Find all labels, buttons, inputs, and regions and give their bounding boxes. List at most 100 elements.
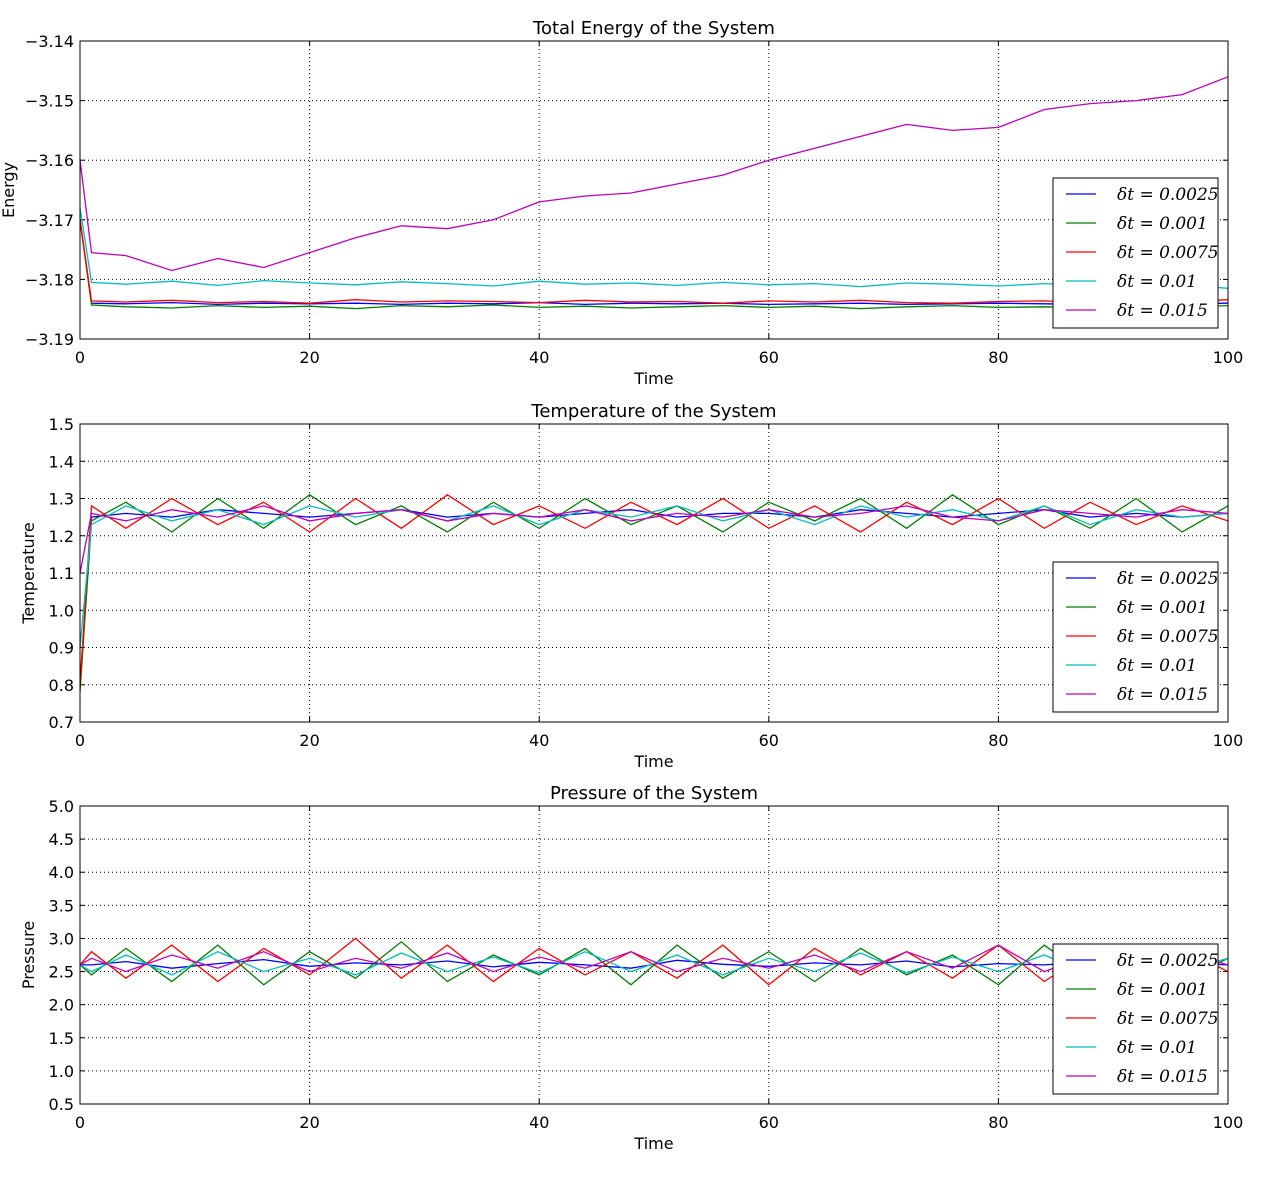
y-tick-label: 0.5 xyxy=(49,1095,74,1114)
y-tick-label: 1.4 xyxy=(49,452,74,471)
subplot-3: 0 20 40 60 80 100 0.5 1.0 1.5 2.0 2.5 3.0 3.5 4.0 4.5 5… xyxy=(19,783,1243,1153)
legend-label: δt = 0.01 xyxy=(1117,272,1197,292)
y-tick-label: 4.5 xyxy=(49,830,74,849)
legend-label: δt = 0.001 xyxy=(1117,598,1208,618)
y-tick-label: 4.0 xyxy=(49,863,74,882)
legend-item: δt = 0.001 xyxy=(1066,214,1208,234)
legend-label: δt = 0.0025 xyxy=(1117,569,1219,589)
subplot-1: 0 20 40 60 80 100 −3.19 −3.18 −3.17 −3.16 −3.15 −3.… xyxy=(0,18,1243,388)
x-axis-label: Time xyxy=(633,752,673,771)
x-tick-label: 20 xyxy=(299,731,319,750)
y-tick-label: 1.3 xyxy=(49,490,74,509)
legend-label: δt = 0.0075 xyxy=(1117,1009,1219,1029)
x-tick-label: 80 xyxy=(988,1113,1008,1132)
x-tick-label: 40 xyxy=(529,731,549,750)
legend-item: δt = 0.001 xyxy=(1066,598,1208,618)
y-tick-label: 0.9 xyxy=(49,639,74,658)
plot-frame xyxy=(79,40,1229,340)
legend-item: δt = 0.01 xyxy=(1066,272,1197,292)
legend-item: δt = 0.015 xyxy=(1066,301,1208,321)
y-axis-label: Pressure xyxy=(19,921,38,989)
series-line-2 xyxy=(80,494,1228,693)
legend-label: δt = 0.015 xyxy=(1117,685,1208,705)
y-tick-label: −3.16 xyxy=(25,151,74,170)
legend-item: δt = 0.015 xyxy=(1066,1067,1208,1087)
x-axis-label: Time xyxy=(633,369,673,388)
legend-item: δt = 0.0025 xyxy=(1066,569,1219,589)
y-axis-label: Energy xyxy=(0,162,18,218)
series-line-2 xyxy=(80,219,1228,310)
series-line-3 xyxy=(80,494,1228,685)
y-tick-label: 1.5 xyxy=(49,1029,74,1048)
x-tick-label: 100 xyxy=(1213,731,1244,750)
legend-item: δt = 0.0025 xyxy=(1066,951,1219,971)
y-tick-label: 5.0 xyxy=(49,797,74,816)
y-tick-label: 3.5 xyxy=(49,896,74,915)
legend-label: δt = 0.0075 xyxy=(1117,243,1219,263)
y-tick-label: 0.8 xyxy=(49,676,74,695)
series-line-1 xyxy=(80,219,1228,306)
legend-item: δt = 0.0075 xyxy=(1066,1009,1219,1029)
y-tick-label: −3.17 xyxy=(25,211,74,230)
x-tick-label: 60 xyxy=(759,1113,779,1132)
legend-label: δt = 0.0025 xyxy=(1117,185,1219,205)
legend: δt = 0.0025 δt = 0.001 δt = 0.0075 δt = 0.0… xyxy=(1052,561,1219,713)
x-axis-label: Time xyxy=(633,1134,673,1153)
legend-label: δt = 0.01 xyxy=(1117,1038,1197,1058)
chart-title: Total Energy of the System xyxy=(532,18,775,39)
series-line-5 xyxy=(80,76,1228,272)
x-tick-label: 60 xyxy=(759,731,779,750)
x-tick-label: 100 xyxy=(1213,1113,1244,1132)
x-tick-label: 20 xyxy=(299,348,319,367)
y-tick-label: 1.1 xyxy=(49,564,74,583)
x-tick-label: 80 xyxy=(988,731,1008,750)
legend: δt = 0.0025 δt = 0.001 δt = 0.0075 δt = 0.0… xyxy=(1052,943,1219,1095)
y-tick-label: −3.19 xyxy=(25,330,74,349)
series-line-4 xyxy=(80,207,1228,289)
legend-label: δt = 0.015 xyxy=(1117,301,1208,321)
subplot-2: 0 20 40 60 80 100 0.7 0.8 0.9 1.0 1.1 1.2 1.3 1.4 1.5 T… xyxy=(19,401,1243,771)
y-tick-label: 3.0 xyxy=(49,929,74,948)
y-tick-label: 0.7 xyxy=(49,713,74,732)
x-tick-label: 80 xyxy=(988,348,1008,367)
legend-item: δt = 0.0025 xyxy=(1066,185,1219,205)
x-tick-label: 0 xyxy=(75,348,85,367)
legend-label: δt = 0.001 xyxy=(1117,980,1208,1000)
legend-box xyxy=(1052,561,1219,713)
y-tick-label: 1.0 xyxy=(49,601,74,620)
legend-item: δt = 0.01 xyxy=(1066,1038,1197,1058)
x-tick-label: 0 xyxy=(75,731,85,750)
legend-item: δt = 0.0075 xyxy=(1066,627,1219,647)
x-tick-label: 100 xyxy=(1213,348,1244,367)
legend-label: δt = 0.0025 xyxy=(1117,951,1219,971)
y-tick-label: 2.0 xyxy=(49,996,74,1015)
plot-frame xyxy=(79,805,1229,1105)
legend-label: δt = 0.001 xyxy=(1117,214,1208,234)
y-tick-label: 1.2 xyxy=(49,527,74,546)
plot-frame xyxy=(79,423,1229,723)
series-line-4 xyxy=(80,950,1228,976)
legend-label: δt = 0.01 xyxy=(1117,656,1197,676)
series-line-5 xyxy=(80,505,1228,574)
legend-box xyxy=(1052,943,1219,1095)
y-tick-label: 1.0 xyxy=(49,1062,74,1081)
x-tick-label: 20 xyxy=(299,1113,319,1132)
chart-title: Temperature of the System xyxy=(530,401,776,422)
y-tick-label: −3.15 xyxy=(25,92,74,111)
x-tick-label: 60 xyxy=(759,348,779,367)
y-tick-label: 2.5 xyxy=(49,963,74,982)
legend: δt = 0.0025 δt = 0.001 δt = 0.0075 δt = 0.0… xyxy=(1052,177,1219,329)
legend-label: δt = 0.015 xyxy=(1117,1067,1208,1087)
y-tick-label: 1.5 xyxy=(49,415,74,434)
legend-box xyxy=(1052,177,1219,329)
y-axis-label: Temperature xyxy=(19,522,38,624)
y-tick-label: −3.18 xyxy=(25,270,74,289)
y-tick-label: −3.14 xyxy=(25,32,74,51)
series-line-3 xyxy=(80,219,1228,304)
legend-item: δt = 0.01 xyxy=(1066,656,1197,676)
series-line-4 xyxy=(80,505,1228,648)
x-tick-label: 40 xyxy=(529,348,549,367)
chart-title: Pressure of the System xyxy=(550,783,758,804)
